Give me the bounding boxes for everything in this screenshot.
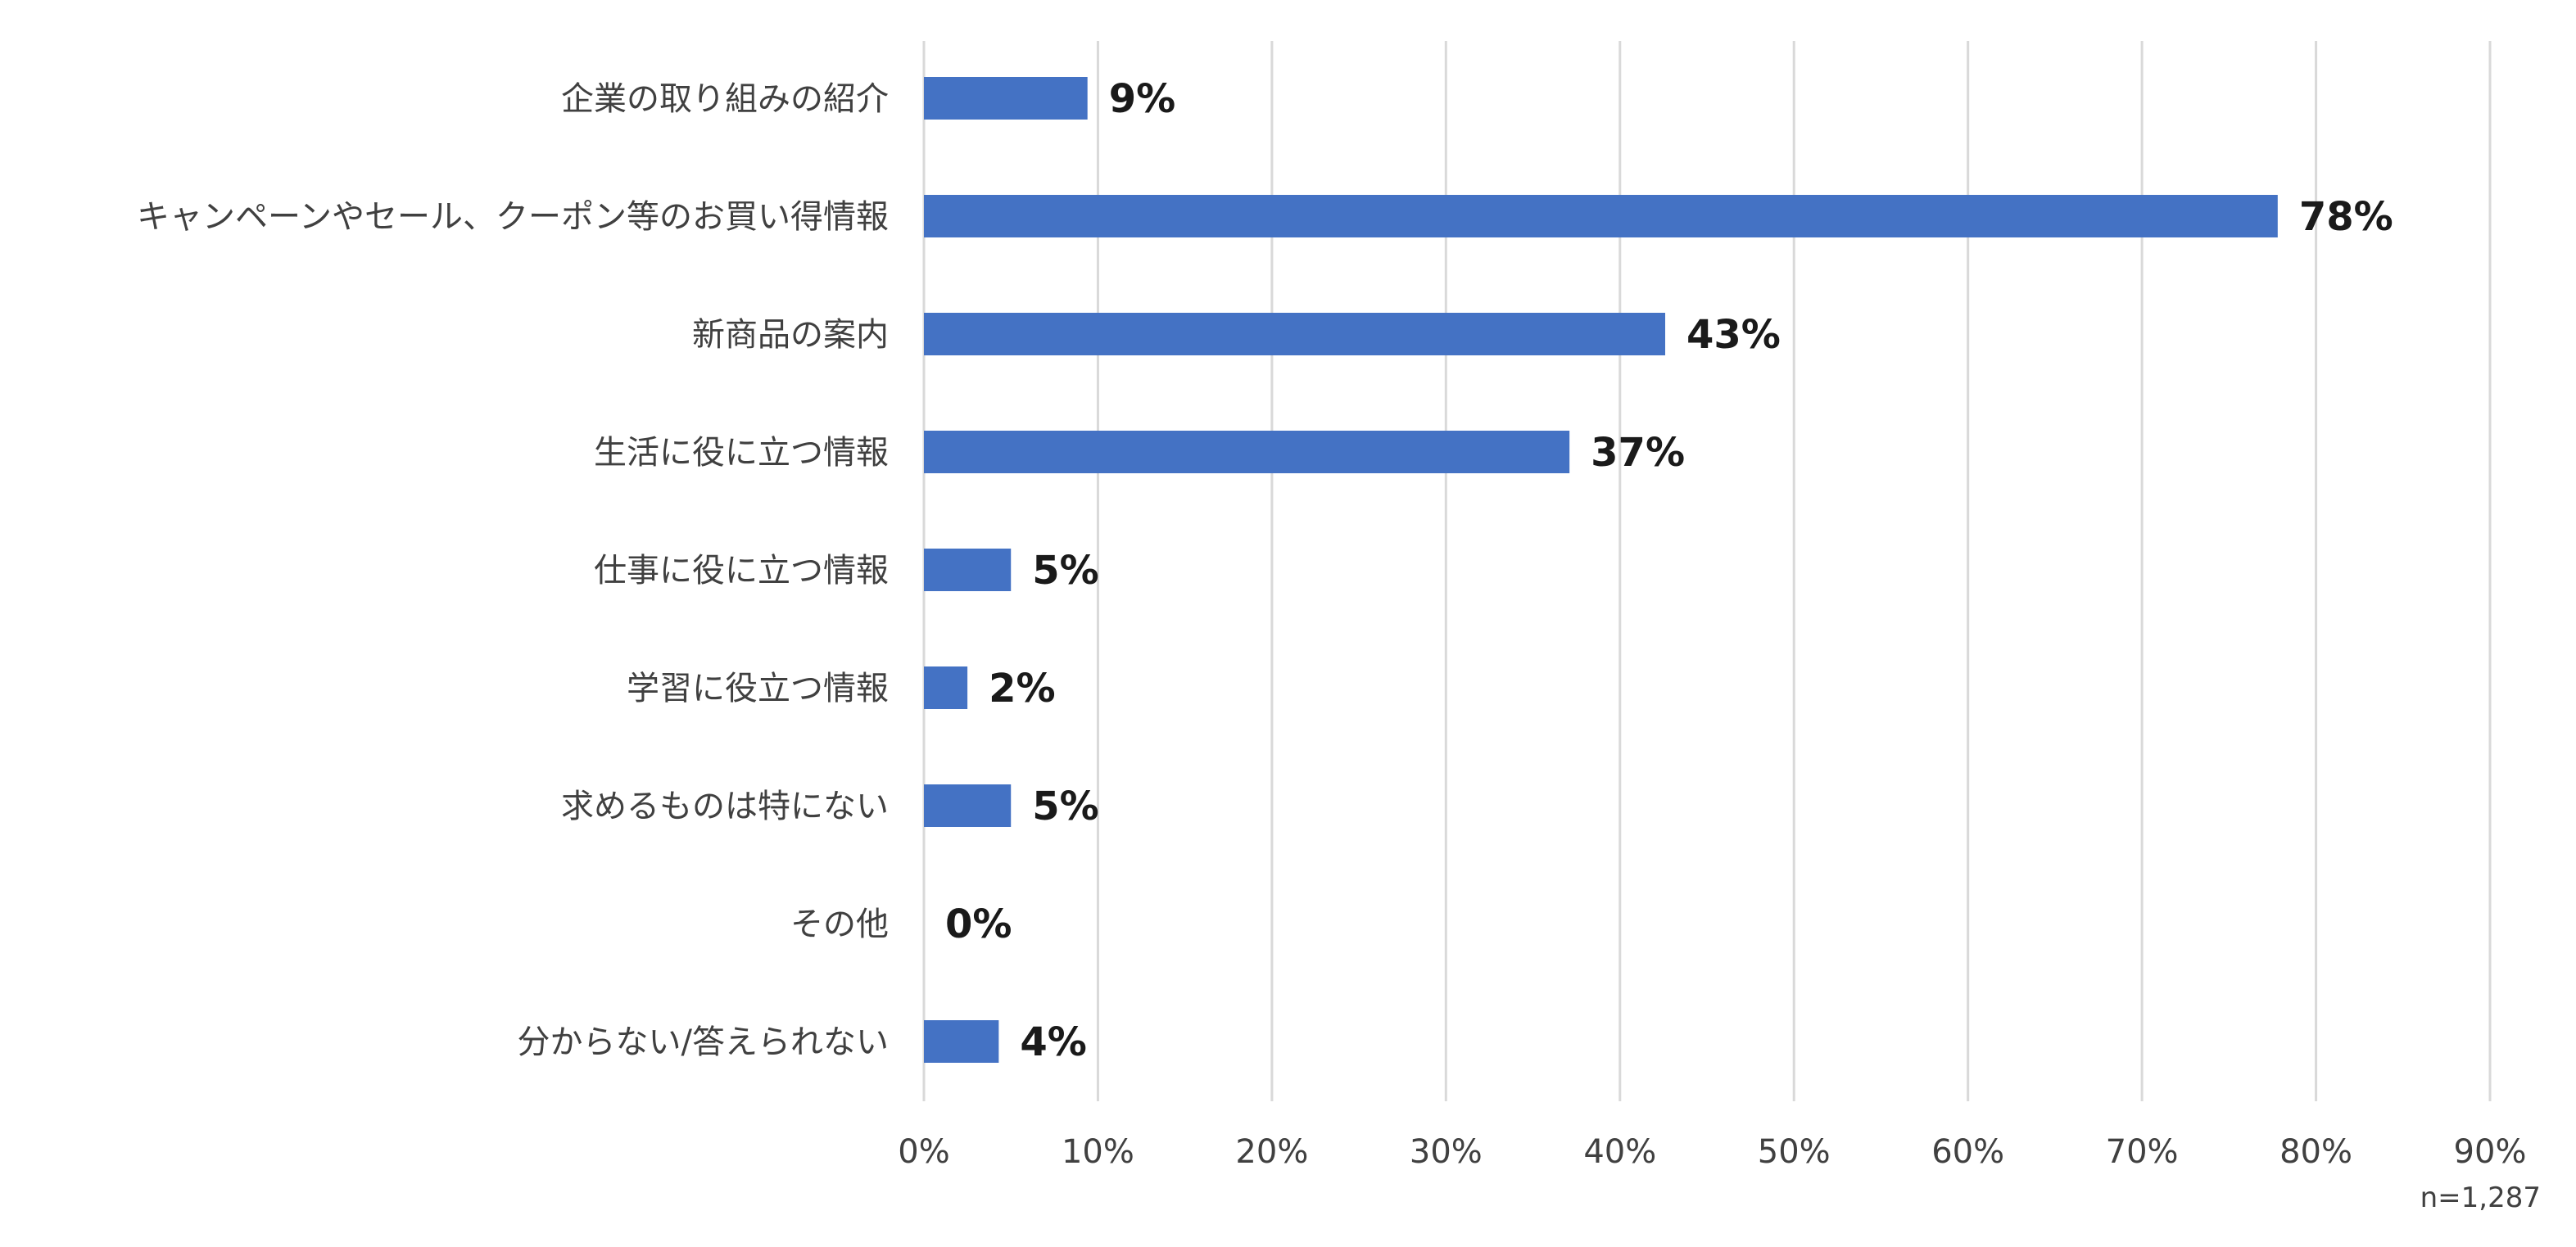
category-label: 生活に役に立つ情報: [594, 434, 889, 472]
category-label: キャンペーンやセール、クーポン等のお買い得情報: [137, 198, 889, 236]
category-label: 求めるものは特にない: [561, 788, 889, 825]
data-label: 5%: [1032, 548, 1099, 594]
x-tick-label: 10%: [1062, 1133, 1134, 1171]
bar: [924, 313, 1666, 355]
data-labels: 9% 78% 43% 37% 5% 2% 5% 0% 4%: [945, 76, 2393, 1065]
data-label: 9%: [1109, 76, 1176, 122]
bar: [924, 1020, 999, 1063]
sample-size-note: n=1,287: [2420, 1181, 2541, 1214]
category-label: 分からない/答えられない: [518, 1023, 889, 1061]
x-tick-label: 0%: [898, 1133, 949, 1171]
data-label: 43%: [1686, 312, 1781, 358]
data-label: 0%: [945, 901, 1012, 947]
category-label: 企業の取り組みの紹介: [561, 80, 889, 118]
bar: [924, 666, 968, 709]
x-tick-label: 70%: [2106, 1133, 2179, 1171]
data-label: 37%: [1591, 430, 1685, 476]
x-tick-label: 40%: [1583, 1133, 1656, 1171]
bar: [924, 549, 1012, 591]
x-tick-label: 20%: [1235, 1133, 1308, 1171]
category-label: 新商品の案内: [692, 316, 889, 354]
x-tick-label: 90%: [2454, 1133, 2527, 1171]
data-label: 5%: [1032, 784, 1099, 829]
bar: [924, 77, 1088, 120]
category-label: 学習に役立つ情報: [627, 670, 889, 707]
category-labels: 企業の取り組みの紹介キャンペーンやセール、クーポン等のお買い得情報新商品の案内生…: [137, 80, 889, 1061]
data-label: 2%: [989, 666, 1056, 712]
bar: [924, 784, 1012, 827]
data-label: 78%: [2299, 194, 2393, 240]
bar: [924, 431, 1570, 473]
bar: [924, 195, 2278, 237]
bars: [924, 77, 2278, 1063]
x-tick-label: 60%: [1931, 1133, 2004, 1171]
x-tick-label: 80%: [2279, 1133, 2352, 1171]
x-tick-label: 30%: [1410, 1133, 1483, 1171]
category-label: その他: [790, 906, 889, 943]
x-axis-tick-labels: 0% 10% 20% 30% 40% 50% 60% 70% 80% 90%: [898, 1133, 2526, 1171]
category-label: 仕事に役に立つ情報: [594, 552, 889, 590]
data-label: 4%: [1020, 1019, 1087, 1065]
x-tick-label: 50%: [1758, 1133, 1831, 1171]
